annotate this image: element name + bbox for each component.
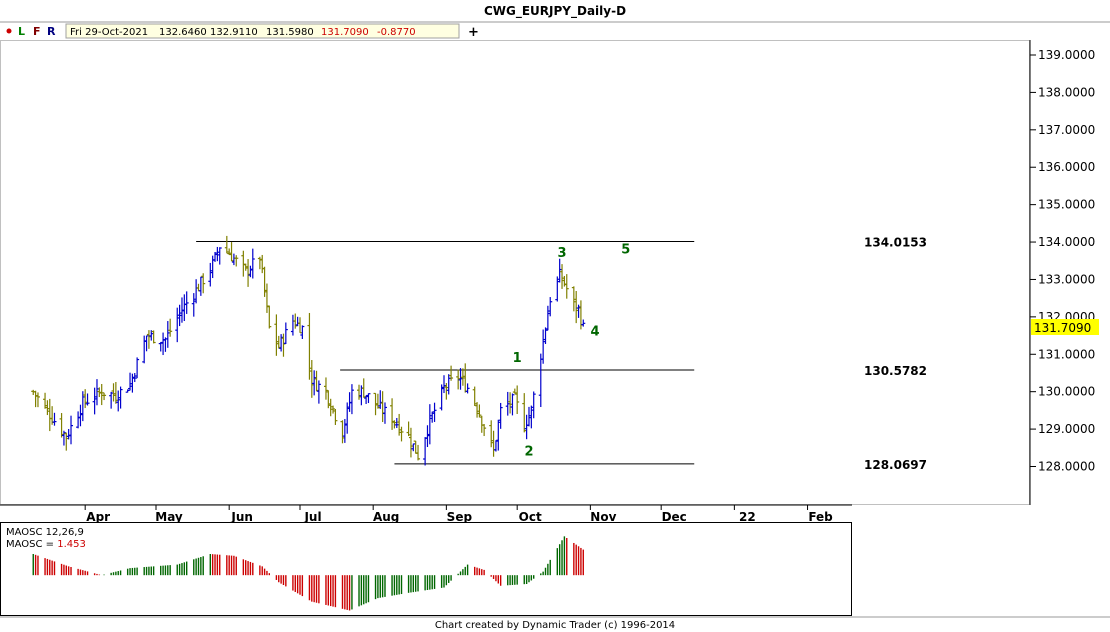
price-axis: 128.0000129.0000130.0000131.0000132.0000… <box>1030 48 1095 474</box>
wave-label: 2 <box>524 444 533 459</box>
footer-credit: Chart created by Dynamic Trader (c) 1996… <box>435 620 675 631</box>
oscillator-bars <box>32 536 584 611</box>
quote-date: Fri 29-Oct-2021 <box>70 27 148 38</box>
level-label: 130.5782 <box>864 364 927 378</box>
price-tick-label: 131.0000 <box>1038 347 1095 361</box>
toolbar-button-r[interactable]: R <box>47 25 56 38</box>
last-price-marker <box>1031 319 1099 335</box>
chart-title: CWG_EURJPY_Daily-D <box>484 4 626 19</box>
quote-low: 131.5980 <box>266 27 314 38</box>
oscillator-value-label: MAOSC = 1.453 <box>6 539 86 550</box>
last-price-label: 131.7090 <box>1034 321 1091 335</box>
price-tick-label: 129.0000 <box>1038 422 1095 436</box>
time-axis: Apr May Jun Jul Aug Sep Oct Nov Dec 22 Feb <box>84 505 833 524</box>
wave-label: 3 <box>558 246 567 261</box>
record-dot-icon[interactable] <box>6 28 12 34</box>
time-tick-label: May <box>155 510 183 524</box>
price-bars <box>31 235 586 466</box>
level-label: 134.0153 <box>864 235 927 249</box>
levels: 134.0153 130.5782 128.0697 <box>196 235 927 472</box>
oscillator-label: MAOSC 12,26,9 <box>6 527 84 538</box>
time-tick-label: 22 <box>739 510 756 524</box>
wave-label: 5 <box>621 242 630 257</box>
price-tick-label: 139.0000 <box>1038 48 1095 62</box>
time-tick-label: Jun <box>230 510 253 524</box>
time-tick-label: Sep <box>447 510 473 524</box>
time-tick-label: Apr <box>86 510 110 524</box>
oscillator-value: 1.453 <box>57 539 86 550</box>
time-tick-label: Dec <box>662 510 687 524</box>
price-tick-label: 130.0000 <box>1038 385 1095 399</box>
toolbar: L F R Fri 29-Oct-2021 132.6460 132.9110 … <box>6 23 479 40</box>
time-tick-label: Nov <box>590 510 616 524</box>
price-tick-label: 128.0000 <box>1038 460 1095 474</box>
title-bar <box>0 0 1110 22</box>
time-tick-label: Jul <box>303 510 321 524</box>
wave-label: 1 <box>513 351 522 366</box>
time-tick-label: Aug <box>373 510 399 524</box>
price-tick-label: 135.0000 <box>1038 198 1095 212</box>
price-tick-label: 138.0000 <box>1038 85 1095 99</box>
oscillator-value-prefix: MAOSC = <box>6 539 57 550</box>
price-tick-label: 133.0000 <box>1038 272 1095 286</box>
price-tick-label: 137.0000 <box>1038 123 1095 137</box>
toolbar-button-l[interactable]: L <box>18 25 25 38</box>
quote-high: 132.9110 <box>210 27 258 38</box>
toolbar-button-f[interactable]: F <box>33 25 41 38</box>
quote-close: 131.7090 <box>321 27 369 38</box>
main-plot-frame <box>0 40 1030 505</box>
quote-box <box>65 23 460 39</box>
time-tick-label: Oct <box>519 510 542 524</box>
price-tick-label: 134.0000 <box>1038 235 1095 249</box>
wave-labels: 1 2 3 4 5 <box>513 242 631 459</box>
price-tick-label: 136.0000 <box>1038 160 1095 174</box>
quote-open: 132.6460 <box>159 27 207 38</box>
level-label: 128.0697 <box>864 458 927 472</box>
plus-icon[interactable]: + <box>468 25 479 40</box>
oscillator-frame <box>0 522 852 616</box>
quote-change: -0.8770 <box>377 27 416 38</box>
wave-label: 4 <box>591 325 600 340</box>
time-tick-label: Feb <box>808 510 833 524</box>
